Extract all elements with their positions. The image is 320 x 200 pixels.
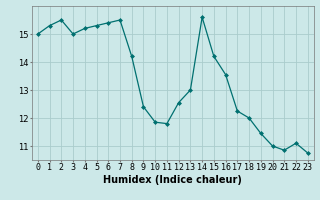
X-axis label: Humidex (Indice chaleur): Humidex (Indice chaleur) <box>103 175 242 185</box>
